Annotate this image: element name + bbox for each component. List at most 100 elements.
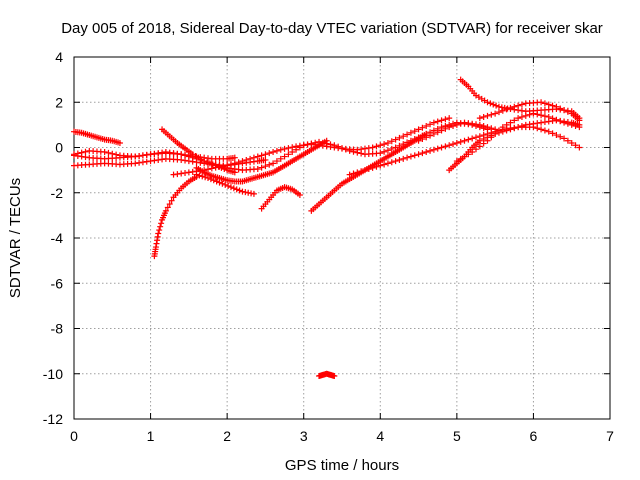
data-point xyxy=(381,161,388,168)
data-point xyxy=(557,105,564,112)
data-point xyxy=(270,160,277,167)
data-point xyxy=(411,152,418,159)
data-point xyxy=(492,110,499,117)
data-point xyxy=(250,190,257,197)
data-point xyxy=(377,142,384,149)
data-point xyxy=(534,111,541,118)
data-point xyxy=(480,123,487,130)
data-point xyxy=(196,172,203,179)
data-point xyxy=(250,154,257,161)
data-point xyxy=(518,113,525,120)
data-point xyxy=(576,124,583,131)
data-point xyxy=(434,129,441,136)
data-point xyxy=(285,145,292,152)
data-point xyxy=(243,156,250,163)
data-point xyxy=(484,99,491,106)
data-point xyxy=(162,207,169,214)
data-point xyxy=(221,165,228,172)
data-point xyxy=(201,158,208,165)
data-point xyxy=(518,101,525,108)
data-point xyxy=(155,230,162,237)
data-point xyxy=(561,119,568,126)
data-point xyxy=(199,173,206,180)
data-point xyxy=(495,109,502,116)
data-point xyxy=(473,146,479,153)
data-point xyxy=(262,163,269,170)
data-point xyxy=(193,171,200,178)
data-point xyxy=(419,136,426,143)
data-point xyxy=(392,158,399,165)
series-track-12 xyxy=(346,124,583,178)
data-point xyxy=(220,162,227,169)
data-point xyxy=(164,204,171,211)
data-point xyxy=(207,176,214,183)
data-point xyxy=(182,152,189,159)
data-point xyxy=(538,112,545,119)
data-point xyxy=(469,135,476,142)
y-tick-label: 4 xyxy=(55,49,63,65)
data-point xyxy=(116,139,123,146)
x-tick-label: 7 xyxy=(606,428,614,444)
y-tick-label: 2 xyxy=(55,94,63,110)
data-point xyxy=(438,127,445,134)
data-point xyxy=(507,119,514,126)
data-points xyxy=(71,76,583,380)
data-point xyxy=(572,123,579,130)
data-point xyxy=(206,160,213,167)
data-point xyxy=(465,136,472,143)
data-point xyxy=(230,185,237,192)
data-point xyxy=(384,139,391,146)
data-point xyxy=(266,150,273,157)
data-point xyxy=(457,120,464,127)
data-point xyxy=(423,149,430,156)
data-point xyxy=(346,171,353,178)
data-point xyxy=(545,113,552,120)
data-point xyxy=(476,137,483,144)
data-point xyxy=(453,121,460,128)
data-point xyxy=(78,149,85,156)
data-point xyxy=(202,174,209,181)
data-point xyxy=(281,145,288,152)
data-point xyxy=(538,99,545,106)
data-point xyxy=(411,128,418,135)
data-point xyxy=(568,121,575,128)
series-track-7 xyxy=(170,115,453,178)
data-point xyxy=(216,163,223,170)
data-point xyxy=(561,107,568,114)
data-point xyxy=(442,125,449,132)
data-point xyxy=(415,126,422,133)
data-point xyxy=(419,124,426,131)
data-point xyxy=(484,137,491,144)
data-point xyxy=(553,116,560,123)
data-point xyxy=(438,117,445,124)
data-point xyxy=(400,133,407,140)
x-tick-label: 2 xyxy=(223,428,231,444)
data-point xyxy=(388,145,395,152)
data-point xyxy=(465,151,472,158)
data-point xyxy=(71,151,77,158)
x-tick-label: 1 xyxy=(147,428,155,444)
data-point xyxy=(518,123,525,130)
data-point xyxy=(396,156,403,163)
data-point xyxy=(377,150,384,157)
data-point xyxy=(168,197,175,204)
data-point xyxy=(446,142,453,149)
data-point xyxy=(415,151,422,158)
data-point xyxy=(254,153,261,160)
x-tick-label: 3 xyxy=(300,428,308,444)
data-point xyxy=(511,125,518,132)
data-point xyxy=(446,124,453,131)
data-point xyxy=(484,112,491,119)
data-point xyxy=(461,137,468,144)
data-point xyxy=(381,141,388,148)
data-point xyxy=(534,125,541,132)
series-track-9 xyxy=(193,171,257,197)
data-point xyxy=(442,143,449,150)
data-point xyxy=(185,153,192,160)
data-point xyxy=(557,118,564,125)
y-tick-label: -2 xyxy=(51,185,64,201)
data-point xyxy=(446,115,453,122)
data-point xyxy=(262,156,269,163)
data-point xyxy=(209,161,216,168)
